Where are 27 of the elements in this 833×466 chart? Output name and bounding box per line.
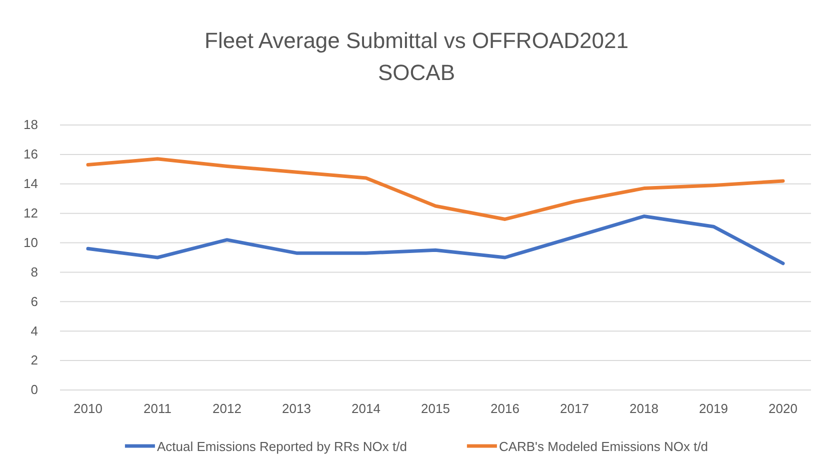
x-tick-label: 2017 (560, 401, 589, 416)
y-tick-label: 8 (30, 264, 38, 280)
x-tick-label: 2016 (490, 401, 520, 416)
x-tick-label: 2013 (282, 401, 311, 416)
chart-title: Fleet Average Submittal vs OFFROAD2021 (204, 28, 628, 53)
x-tick-label: 2019 (699, 401, 728, 416)
legend-label: Actual Emissions Reported by RRs NOx t/d (156, 439, 407, 454)
y-tick-label: 0 (30, 382, 38, 398)
y-tick-label: 10 (24, 234, 38, 250)
y-tick-label: 16 (24, 146, 38, 162)
x-tick-label: 2012 (212, 401, 242, 416)
y-tick-label: 2 (30, 352, 38, 368)
x-tick-label: 2015 (421, 401, 450, 416)
y-tick-label: 12 (24, 205, 38, 220)
x-tick-label: 2010 (74, 401, 102, 416)
x-tick-label: 2020 (768, 401, 798, 416)
x-tick-label: 2018 (630, 401, 658, 416)
x-tick-label: 2014 (352, 401, 380, 416)
chart-subtitle: SOCAB (378, 60, 456, 85)
line-series (86, 157, 785, 221)
legend-label: CARB's Modeled Emissions NOx t/d (498, 439, 708, 454)
line-series (86, 214, 785, 266)
y-tick-label: 4 (30, 323, 38, 338)
y-tick-label: 14 (24, 176, 38, 192)
y-tick-label: 18 (24, 117, 38, 132)
x-tick-label: 2011 (144, 401, 172, 416)
y-tick-label: 6 (30, 294, 38, 309)
